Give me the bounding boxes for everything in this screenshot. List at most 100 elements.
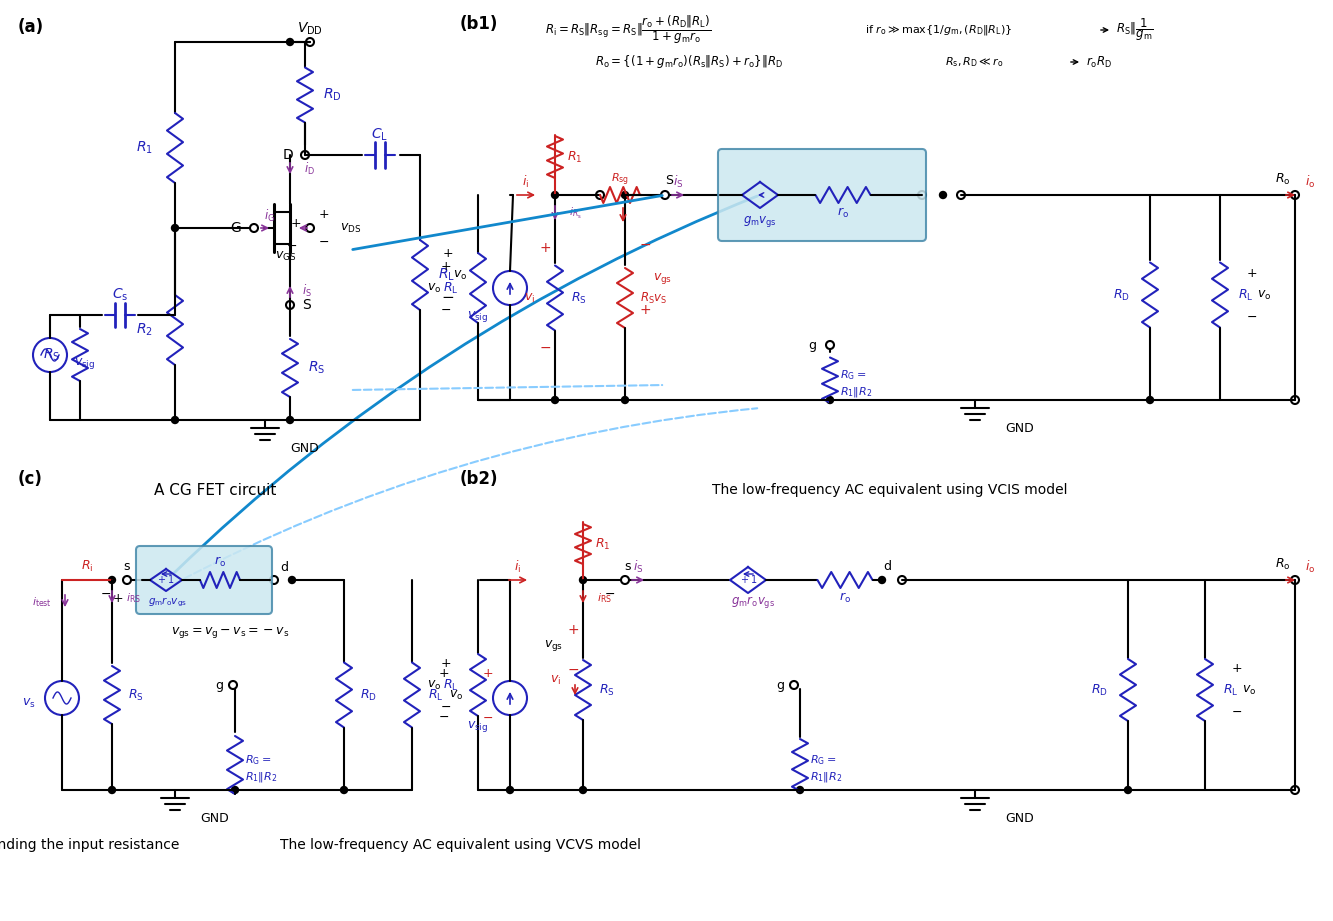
Text: $v_{\rm gs}$: $v_{\rm gs}$ (544, 637, 563, 652)
Text: $v_{\rm sig}$: $v_{\rm sig}$ (467, 718, 488, 733)
Text: $v_{\rm o}$: $v_{\rm o}$ (453, 268, 467, 282)
Text: +: + (1232, 661, 1242, 674)
Text: $i_{\rm o}$: $i_{\rm o}$ (1305, 174, 1316, 190)
Text: (a): (a) (19, 18, 44, 36)
Text: $R_{\rm L}$: $R_{\rm L}$ (443, 281, 459, 296)
Circle shape (288, 577, 296, 584)
Text: $i_{\rm D}$: $i_{\rm D}$ (304, 161, 315, 177)
Text: g: g (776, 679, 784, 692)
Text: $i_{\rm RS}$: $i_{\rm RS}$ (597, 591, 612, 605)
Circle shape (552, 192, 559, 199)
Text: $i_{\rm test}$: $i_{\rm test}$ (32, 595, 52, 609)
Text: $R_{\rm s},R_{\rm D}\ll r_{\rm o}$: $R_{\rm s},R_{\rm D}\ll r_{\rm o}$ (945, 55, 1004, 69)
Text: The equivalent for finding the input resistance: The equivalent for finding the input res… (0, 838, 179, 852)
Text: $R_{\rm o}$: $R_{\rm o}$ (1276, 556, 1290, 572)
Text: $i_{R_{\rm s}}$: $i_{R_{\rm s}}$ (569, 205, 583, 220)
Text: $v_{\rm i}$: $v_{\rm i}$ (551, 673, 561, 686)
Text: g: g (808, 339, 816, 352)
Text: GND: GND (291, 441, 320, 454)
Circle shape (287, 39, 293, 45)
Text: (c): (c) (19, 470, 43, 488)
Text: $R_{\rm 1}$: $R_{\rm 1}$ (567, 149, 583, 165)
Text: $R_{\rm G}=$: $R_{\rm G}=$ (840, 368, 866, 382)
Text: if $r_{\rm o}\gg{\rm max}\{1/g_{\rm m},(R_{\rm D}\|R_{\rm L})\}$: if $r_{\rm o}\gg{\rm max}\{1/g_{\rm m},(… (865, 23, 1012, 37)
Text: −: − (483, 712, 493, 725)
Text: $R_{\rm S}$: $R_{\rm S}$ (308, 360, 325, 376)
Text: $R_{\rm 2}$: $R_{\rm 2}$ (136, 321, 153, 338)
Circle shape (878, 577, 885, 584)
Text: $R_{\rm D}$: $R_{\rm D}$ (1113, 287, 1130, 303)
Circle shape (797, 787, 804, 794)
FancyBboxPatch shape (136, 546, 272, 614)
Text: GND: GND (1005, 811, 1034, 824)
Text: $R_{\rm S}$: $R_{\rm S}$ (599, 682, 615, 697)
Circle shape (172, 225, 179, 231)
Circle shape (172, 416, 179, 424)
Text: +: + (539, 241, 551, 255)
Text: (b1): (b1) (460, 15, 499, 33)
Text: s: s (625, 559, 632, 573)
Text: $R_{\rm sg}$: $R_{\rm sg}$ (611, 172, 629, 188)
Text: +: + (113, 591, 124, 604)
Text: $v_{\rm GS}$: $v_{\rm GS}$ (276, 250, 297, 262)
Text: S: S (303, 298, 311, 312)
Text: $i_{\rm RS}$: $i_{\rm RS}$ (127, 591, 141, 605)
Text: $C_{\rm L}$: $C_{\rm L}$ (372, 127, 388, 143)
Text: +: + (291, 216, 301, 229)
Text: 1: 1 (168, 575, 175, 585)
Circle shape (507, 787, 513, 794)
Text: $v_{\rm gs}$: $v_{\rm gs}$ (653, 271, 673, 286)
Text: (b2): (b2) (460, 470, 499, 488)
Circle shape (552, 397, 559, 403)
Text: −: − (441, 304, 452, 317)
Text: $R_{\rm 1}\|R_{\rm 2}$: $R_{\rm 1}\|R_{\rm 2}$ (810, 770, 842, 784)
Text: D: D (283, 148, 293, 162)
Text: $r_{\rm o}$: $r_{\rm o}$ (215, 555, 227, 569)
Text: $R_{\rm S}$: $R_{\rm S}$ (43, 347, 60, 363)
Text: $v_{\rm o}$: $v_{\rm o}$ (427, 282, 441, 295)
Text: d: d (882, 559, 890, 573)
Text: GND: GND (1005, 422, 1034, 435)
Text: −: − (567, 663, 579, 677)
Text: $R_{\rm D}$: $R_{\rm D}$ (360, 687, 377, 703)
Text: $g_{\rm m}r_{\rm o}v_{\rm gs}$: $g_{\rm m}r_{\rm o}v_{\rm gs}$ (148, 595, 188, 609)
Text: −: − (441, 289, 455, 305)
Text: $V_{\rm DD}$: $V_{\rm DD}$ (297, 21, 323, 37)
Text: $v_{\rm s}$: $v_{\rm s}$ (23, 696, 36, 709)
Text: +: + (319, 207, 329, 220)
Text: −: − (441, 701, 452, 714)
Text: g: g (215, 679, 223, 692)
Text: $r_{\rm o}$: $r_{\rm o}$ (837, 206, 849, 220)
Text: $R_{\rm L}$: $R_{\rm L}$ (1238, 287, 1253, 303)
Circle shape (108, 577, 116, 584)
Text: $R_{\rm 1}\|R_{\rm 2}$: $R_{\rm 1}\|R_{\rm 2}$ (840, 385, 872, 399)
Text: −: − (101, 588, 111, 600)
Text: $R_{\rm D}$: $R_{\rm D}$ (323, 87, 341, 103)
Circle shape (621, 397, 628, 403)
Text: +: + (441, 260, 452, 273)
Text: GND: GND (201, 811, 229, 824)
Text: $i_{\rm o}$: $i_{\rm o}$ (1305, 559, 1316, 575)
Text: d: d (280, 561, 288, 574)
Text: $v_{\rm o}$: $v_{\rm o}$ (1257, 288, 1272, 301)
Circle shape (580, 577, 587, 584)
Circle shape (621, 192, 628, 199)
Text: +: + (1246, 266, 1257, 279)
Text: $R_{\rm o}=\{(1+g_{\rm m}r_{\rm o})(R_{\rm s}\|R_{\rm S})+r_{\rm o}\}\|R_{\rm D}: $R_{\rm o}=\{(1+g_{\rm m}r_{\rm o})(R_{\… (595, 53, 782, 71)
Text: +: + (157, 575, 165, 585)
Text: −: − (1232, 705, 1242, 718)
Circle shape (1146, 397, 1153, 403)
Text: $v_{\rm i}$: $v_{\rm i}$ (524, 291, 535, 305)
Text: The low-frequency AC equivalent using VCVS model: The low-frequency AC equivalent using VC… (280, 838, 640, 852)
Text: The low-frequency AC equivalent using VCIS model: The low-frequency AC equivalent using VC… (712, 483, 1068, 497)
Text: S: S (665, 174, 673, 188)
Circle shape (108, 787, 116, 794)
Text: $R_{\rm G}=$: $R_{\rm G}=$ (810, 753, 836, 767)
Circle shape (580, 787, 587, 794)
Text: $r_{\rm o}$: $r_{\rm o}$ (838, 591, 850, 605)
Circle shape (287, 416, 293, 424)
Text: −: − (640, 238, 651, 252)
Text: $i_{\rm S}$: $i_{\rm S}$ (303, 283, 312, 299)
Text: $v_{\rm gs}=v_{\rm g}-v_{\rm s}=-v_{\rm s}$: $v_{\rm gs}=v_{\rm g}-v_{\rm s}=-v_{\rm … (171, 624, 289, 639)
Circle shape (826, 397, 833, 403)
